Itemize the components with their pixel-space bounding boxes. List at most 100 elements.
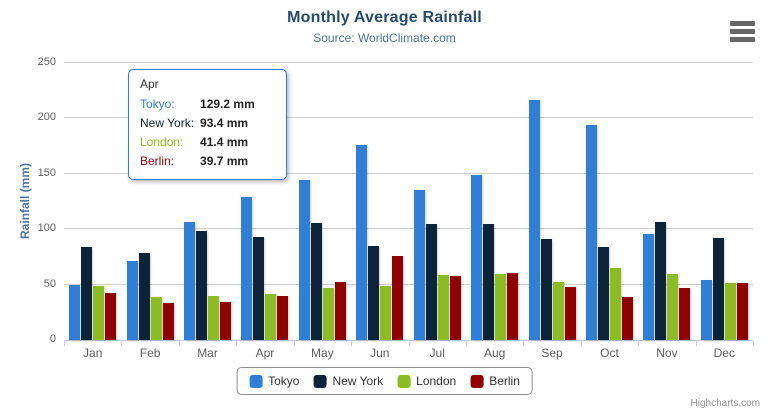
bar-london-may[interactable]: [322, 287, 334, 340]
bar-london-dec[interactable]: [724, 283, 736, 340]
legend: Tokyo New York London Berlin: [236, 367, 533, 395]
bar-new-york-aug[interactable]: [483, 224, 495, 340]
x-axis-tick: [753, 341, 754, 346]
bar-tokyo-jan[interactable]: [69, 284, 81, 340]
gridline: [64, 62, 753, 63]
bar-berlin-sep[interactable]: [564, 287, 576, 340]
tooltip-row-berlin: Berlin: 39.7 mm: [140, 152, 255, 171]
y-axis-tick-label: 150: [37, 166, 56, 179]
tooltip-series-name: Berlin:: [140, 154, 175, 168]
tooltip-series-value: 39.7 mm: [200, 154, 249, 168]
gridline: [64, 117, 753, 119]
bar-tokyo-nov[interactable]: [643, 234, 655, 340]
bar-berlin-jul[interactable]: [449, 276, 461, 340]
bar-london-mar[interactable]: [208, 296, 220, 340]
bar-tokyo-mar[interactable]: [184, 222, 196, 340]
category-group-feb: [121, 63, 178, 340]
bar-new-york-apr[interactable]: [253, 236, 265, 340]
legend-label: New York: [332, 374, 384, 388]
chart-title: Monthly Average Rainfall: [287, 9, 482, 26]
bar-tokyo-jul[interactable]: [413, 189, 425, 340]
bar-berlin-oct[interactable]: [622, 296, 633, 340]
bar-new-york-mar[interactable]: [196, 230, 208, 340]
chart-subtitle: Source: WorldClimate.com: [313, 31, 456, 45]
bar-new-york-jan[interactable]: [81, 247, 93, 340]
bar-tokyo-sep[interactable]: [528, 100, 540, 340]
bar-berlin-jun[interactable]: [392, 256, 404, 340]
tooltip-series-value: 129.2 mm: [200, 97, 255, 111]
x-axis-label-may: May: [311, 346, 334, 360]
bar-tokyo-feb[interactable]: [126, 260, 138, 340]
tooltip-header: Apr: [140, 77, 159, 91]
y-axis-tick-label: 100: [37, 222, 56, 235]
x-axis-tick: [64, 341, 65, 346]
bar-berlin-apr[interactable]: [277, 296, 289, 340]
legend-swatch-icon: [397, 374, 411, 388]
x-axis-tick: [351, 341, 353, 346]
bar-new-york-oct[interactable]: [598, 247, 609, 340]
legend-item-berlin[interactable]: Berlin: [470, 374, 520, 388]
tooltip-series-name: New York:: [140, 116, 195, 130]
credits-link[interactable]: Highcharts.com: [690, 398, 760, 409]
bar-london-jan[interactable]: [93, 285, 105, 340]
bar-new-york-feb[interactable]: [138, 252, 150, 340]
bar-london-jul[interactable]: [437, 274, 449, 340]
bar-tokyo-dec[interactable]: [700, 279, 712, 340]
x-axis-tick: [580, 341, 582, 346]
bar-berlin-dec[interactable]: [736, 283, 748, 340]
gridline: [64, 172, 753, 174]
tooltip-table: Tokyo: 129.2 mm New York: 93.4 mm London: 41.…: [140, 95, 255, 171]
bar-berlin-mar[interactable]: [220, 301, 232, 340]
bar-berlin-aug[interactable]: [507, 273, 519, 340]
bar-london-oct[interactable]: [610, 267, 621, 340]
tooltip-row-london: London: 41.4 mm: [140, 133, 255, 152]
bar-new-york-may[interactable]: [310, 222, 322, 340]
legend-item-london[interactable]: London: [397, 374, 456, 388]
category-group-jun: [351, 63, 408, 340]
bar-new-york-jul[interactable]: [425, 223, 437, 340]
bar-new-york-dec[interactable]: [712, 237, 724, 340]
tooltip-row-tokyo: Tokyo: 129.2 mm: [140, 95, 255, 114]
bar-tokyo-oct[interactable]: [586, 124, 597, 340]
bar-london-aug[interactable]: [495, 273, 507, 340]
x-axis-label-jan: Jan: [83, 346, 103, 360]
hamburger-icon: [730, 21, 755, 26]
bar-tokyo-jun[interactable]: [356, 145, 368, 340]
category-group-oct: [581, 63, 638, 340]
y-axis-tick-label: 250: [37, 56, 56, 68]
bar-london-sep[interactable]: [552, 281, 564, 340]
bar-berlin-may[interactable]: [334, 281, 346, 340]
bar-london-nov[interactable]: [667, 274, 679, 340]
x-axis-tick: [408, 341, 410, 346]
category-group-dec: [696, 63, 753, 340]
legend-item-tokyo[interactable]: Tokyo: [249, 374, 299, 388]
x-axis-label-mar: Mar: [197, 346, 218, 360]
x-axis-tick: [121, 341, 123, 346]
legend-label: London: [416, 374, 457, 388]
legend-swatch-icon: [249, 374, 263, 388]
bar-tokyo-aug[interactable]: [471, 175, 483, 340]
x-axis-label-oct: Oct: [600, 346, 619, 360]
plot-area: [64, 62, 753, 341]
bar-groups: [64, 63, 753, 340]
category-group-jul: [409, 63, 466, 340]
export-menu-button[interactable]: [730, 21, 755, 42]
bar-london-jun[interactable]: [380, 286, 392, 340]
bar-berlin-nov[interactable]: [679, 288, 691, 340]
bar-berlin-jan[interactable]: [105, 293, 117, 340]
hamburger-icon: [730, 37, 755, 42]
bar-new-york-nov[interactable]: [655, 221, 667, 340]
bar-london-feb[interactable]: [150, 297, 162, 340]
bar-new-york-jun[interactable]: [368, 246, 380, 340]
bar-new-york-sep[interactable]: [540, 238, 552, 340]
hamburger-icon: [730, 29, 755, 34]
legend-label: Tokyo: [268, 374, 300, 388]
bar-tokyo-may[interactable]: [298, 180, 310, 340]
bar-tokyo-apr[interactable]: [241, 196, 253, 340]
x-axis-tick: [293, 341, 295, 346]
bar-london-apr[interactable]: [265, 294, 277, 340]
bar-berlin-feb[interactable]: [162, 303, 174, 340]
legend-item-new-york[interactable]: New York: [313, 374, 383, 388]
tooltip-series-value: 93.4 mm: [200, 116, 249, 130]
